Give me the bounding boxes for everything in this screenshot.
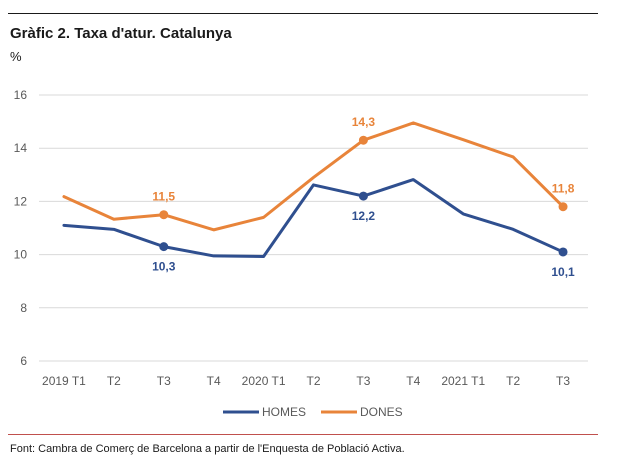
legend-label-dones: DONES [360, 405, 403, 419]
data-label: 11,5 [152, 190, 175, 204]
y-tick-label: 16 [14, 88, 28, 102]
data-label: 12,2 [352, 209, 376, 223]
top-rule [8, 13, 598, 14]
x-tick-label: T4 [207, 374, 221, 388]
data-point-marker [558, 247, 568, 257]
x-tick-label: T3 [157, 374, 171, 388]
line-chart: 6 8 10 12 14 16 2019 T1 T2 T3 T4 2020 T1 T2 T3 T4 2021… [14, 88, 588, 419]
source-note: Font: Cambra de Comerç de Barcelona a pa… [10, 443, 405, 455]
x-tick-label: T3 [356, 374, 370, 388]
data-label: 11,8 [552, 182, 575, 196]
data-label: 14,3 [352, 115, 376, 129]
x-tick-label: 2020 T1 [242, 374, 286, 388]
data-label: 10,3 [152, 260, 176, 274]
x-tick-label: T4 [406, 374, 420, 388]
x-tick-label: T3 [556, 374, 570, 388]
y-tick-label: 8 [20, 301, 27, 315]
series-line-dones [62, 121, 565, 232]
x-tick-label: T2 [107, 374, 121, 388]
x-tick-label: 2019 T1 [42, 374, 86, 388]
data-point-marker [159, 242, 169, 252]
series-line-homes [62, 178, 565, 258]
x-tick-label: T2 [306, 374, 320, 388]
y-tick-label: 14 [14, 141, 28, 155]
x-tick-label: T2 [506, 374, 520, 388]
data-point-marker [358, 191, 368, 201]
y-tick-label: 12 [14, 194, 28, 208]
data-point-marker [558, 202, 568, 212]
data-point-marker [159, 210, 169, 220]
data-point-marker [358, 135, 368, 145]
chart-title: Gràfic 2. Taxa d'atur. Catalunya [10, 25, 232, 42]
x-tick-label: 2021 T1 [441, 374, 485, 388]
legend-label-homes: HOMES [262, 405, 306, 419]
data-label: 10,1 [551, 265, 575, 279]
y-tick-label: 6 [20, 354, 27, 368]
y-axis-unit: % [10, 49, 22, 64]
bottom-rule [8, 434, 598, 435]
y-tick-label: 10 [14, 248, 28, 262]
